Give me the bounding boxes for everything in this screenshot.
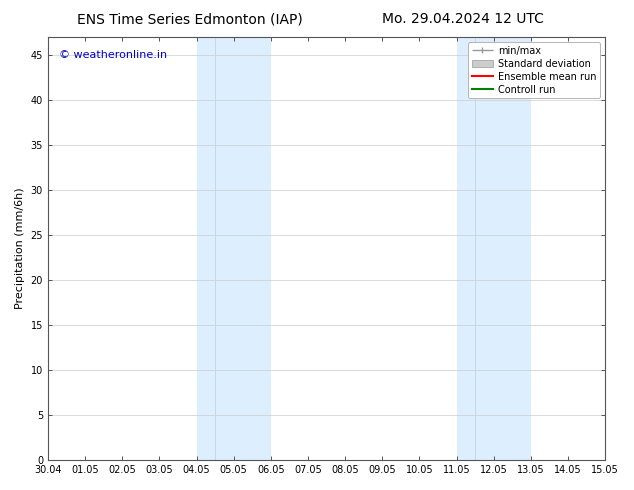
Text: Mo. 29.04.2024 12 UTC: Mo. 29.04.2024 12 UTC [382,12,544,26]
Bar [197,37,271,460]
Y-axis label: Precipitation (mm/6h): Precipitation (mm/6h) [15,188,25,309]
Bar [456,37,531,460]
Text: © weatheronline.in: © weatheronline.in [59,50,167,60]
Text: ENS Time Series Edmonton (IAP): ENS Time Series Edmonton (IAP) [77,12,303,26]
Legend: min/max, Standard deviation, Ensemble mean run, Controll run: min/max, Standard deviation, Ensemble me… [468,42,600,98]
